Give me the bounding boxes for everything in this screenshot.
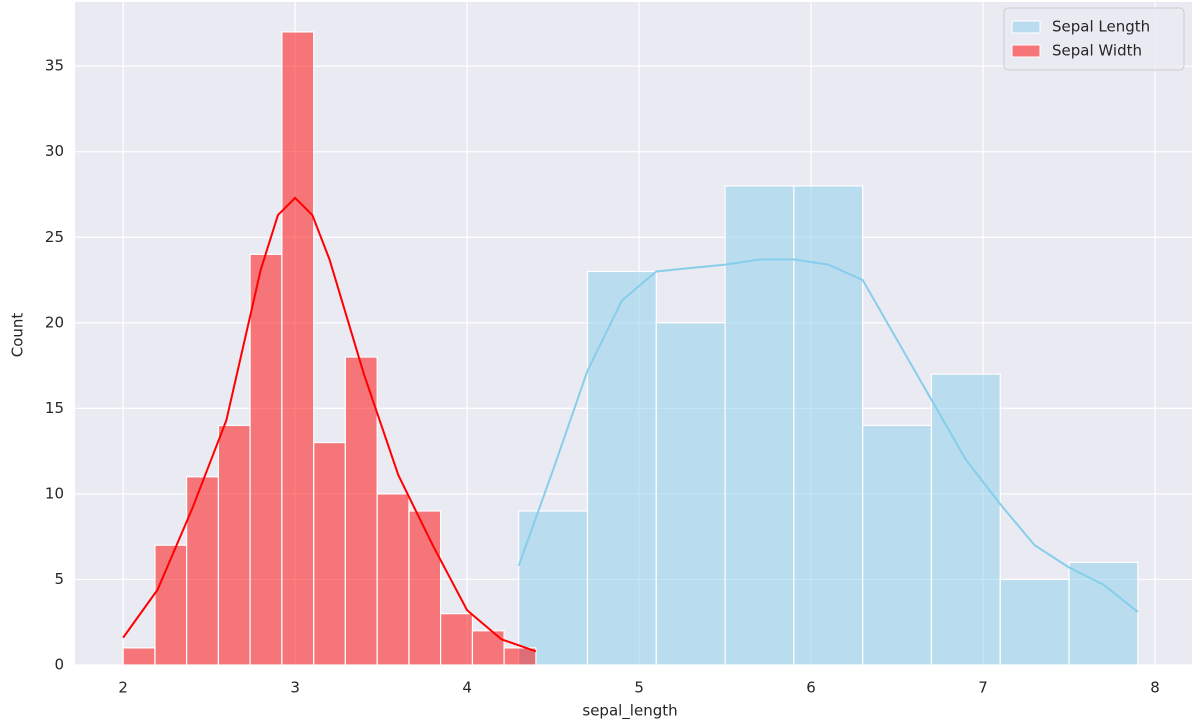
- bar: [154, 544, 188, 666]
- kde-line: [517, 258, 1139, 613]
- legend-swatch: [1011, 44, 1041, 58]
- bar: [376, 493, 410, 666]
- bar: [440, 613, 474, 666]
- x-tick-label: 3: [290, 679, 300, 697]
- bar: [655, 322, 726, 666]
- bar: [586, 270, 657, 666]
- x-tick-label: 6: [806, 679, 816, 697]
- bar: [1068, 561, 1139, 666]
- legend: Sepal Length Sepal Width: [1003, 7, 1185, 71]
- bar: [186, 476, 220, 666]
- y-tick-label: 35: [45, 57, 64, 75]
- legend-label: Sepal Width: [1052, 42, 1142, 60]
- bar: [281, 31, 315, 666]
- y-tick-label: 0: [54, 656, 64, 674]
- bar: [930, 373, 1001, 666]
- bar: [344, 356, 378, 666]
- y-tick-label: 5: [54, 570, 64, 588]
- x-tick-label: 5: [634, 679, 644, 697]
- x-tick-label: 4: [462, 679, 472, 697]
- y-tick-label: 25: [45, 228, 64, 246]
- legend-label: Sepal Length: [1052, 18, 1150, 36]
- x-tick-label: 2: [118, 679, 128, 697]
- x-tick-label: 8: [1150, 679, 1160, 697]
- bar: [471, 630, 505, 666]
- bar: [122, 647, 156, 666]
- x-axis-label: sepal_length: [582, 702, 677, 721]
- y-tick-label: 30: [45, 142, 64, 160]
- legend-box: [1003, 7, 1185, 71]
- x-tick-label: 7: [978, 679, 988, 697]
- bar: [724, 185, 795, 666]
- bar: [408, 510, 442, 666]
- bar: [862, 424, 933, 666]
- bar: [793, 185, 864, 666]
- kde-line: [122, 196, 537, 653]
- y-tick-label: 15: [45, 399, 64, 417]
- bar: [217, 424, 251, 666]
- y-axis-label: Count: [9, 313, 27, 358]
- y-tick-label: 20: [45, 313, 64, 331]
- bar: [999, 578, 1070, 666]
- y-tick-label: 10: [45, 484, 64, 502]
- bar: [249, 253, 283, 666]
- legend-swatch: [1011, 20, 1041, 34]
- bar: [313, 441, 346, 666]
- bar: [503, 647, 537, 666]
